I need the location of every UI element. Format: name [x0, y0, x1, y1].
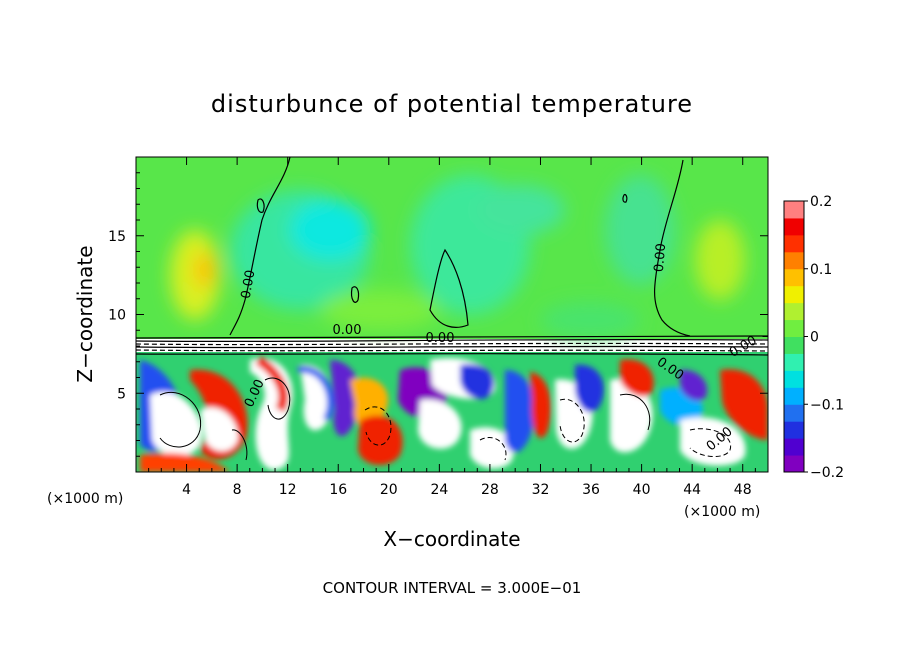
lower-contours: [159, 377, 732, 461]
colorbar-tick-label: 0.2: [810, 194, 832, 210]
x-tick-label: 32: [532, 482, 550, 498]
x-axis: 4 8 12 16 20 24 28 32 36 40 44 48: [148, 157, 756, 498]
x-unit-label-right: (×1000 m): [684, 504, 760, 520]
colorbar-swatch: [784, 404, 804, 422]
contour-label: 0.00: [239, 269, 259, 300]
lower-blobs: [140, 355, 768, 472]
x-tick-label: 48: [734, 482, 752, 498]
colorbar-swatch: [784, 201, 804, 219]
x-tick-label: 44: [683, 482, 701, 498]
x-tick-label: 4: [182, 482, 191, 498]
colorbar-swatch: [784, 302, 804, 321]
upper-anomalies: [170, 175, 745, 338]
x-tick-label: 20: [380, 482, 398, 498]
heatmap-field: [136, 157, 768, 472]
colorbar-swatch: [784, 455, 804, 473]
x-tick-label: 16: [329, 482, 347, 498]
colorbar-swatch: [784, 370, 804, 388]
colorbar-swatch: [784, 268, 804, 287]
x-tick-label: 12: [279, 482, 297, 498]
colorbar-swatch: [784, 234, 804, 253]
x-tick-label: 40: [633, 482, 651, 498]
x-tick-label: 36: [582, 482, 600, 498]
x-axis-label: X−coordinate: [383, 527, 520, 551]
y-axis: 5 10 15: [108, 172, 768, 457]
colorbar: 0.2 0.1 0 −0.1 −0.2: [783, 194, 844, 481]
contour-interval-note: CONTOUR INTERVAL = 3.000E−01: [323, 579, 582, 597]
y-tick-label: 15: [108, 229, 126, 245]
contour-label: 0.00: [426, 331, 455, 346]
contour-label: 0.00: [652, 243, 669, 273]
y-tick-label: 5: [117, 386, 126, 402]
colorbar-tick-label: 0: [810, 330, 819, 346]
colorbar-tick-label: −0.2: [810, 465, 844, 481]
colorbar-swatch: [784, 438, 804, 456]
colorbar-swatch: [784, 336, 804, 354]
colorbar-swatch: [784, 387, 804, 405]
inversion-contours: [136, 335, 768, 356]
colorbar-swatch: [784, 251, 804, 270]
colorbar-swatch: [784, 421, 804, 439]
contour-label: 0.00: [333, 323, 362, 338]
x-tick-label: 8: [233, 482, 242, 498]
x-tick-label: 28: [481, 482, 499, 498]
zero-contours: [229, 157, 691, 337]
y-tick-label: 10: [108, 308, 126, 324]
colorbar-tick-label: −0.1: [810, 397, 844, 413]
x-unit-label: (×1000 m): [47, 491, 123, 507]
x-tick-label: 24: [430, 482, 448, 498]
y-axis-label: Z−coordinate: [73, 245, 97, 382]
colorbar-swatch: [784, 285, 804, 304]
colorbar-swatch: [784, 319, 804, 337]
colorbar-swatch: [784, 217, 804, 236]
chart-title: disturbunce of potential temperature: [211, 90, 693, 118]
colorbar-swatch: [784, 353, 804, 371]
colorbar-tick-label: 0.1: [810, 262, 832, 278]
